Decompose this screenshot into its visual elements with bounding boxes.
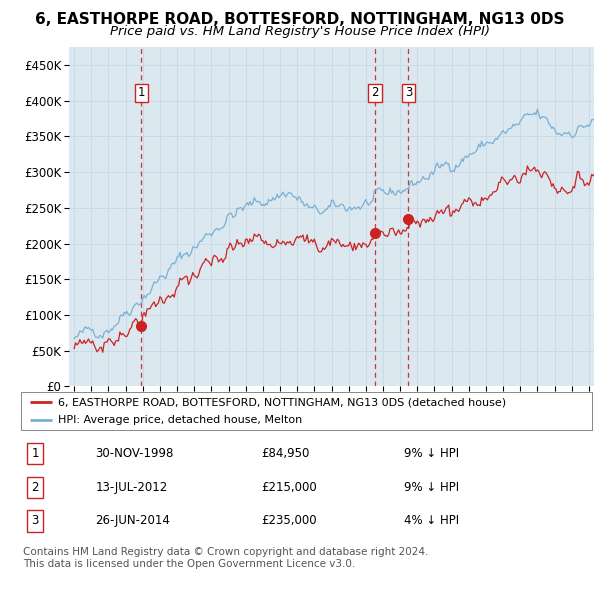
Text: HPI: Average price, detached house, Melton: HPI: Average price, detached house, Melt… xyxy=(58,415,302,425)
Text: 6, EASTHORPE ROAD, BOTTESFORD, NOTTINGHAM, NG13 0DS: 6, EASTHORPE ROAD, BOTTESFORD, NOTTINGHA… xyxy=(35,12,565,27)
Text: 4% ↓ HPI: 4% ↓ HPI xyxy=(404,514,459,527)
Text: 1: 1 xyxy=(32,447,39,460)
Text: 9% ↓ HPI: 9% ↓ HPI xyxy=(404,447,459,460)
Text: 1: 1 xyxy=(137,87,145,100)
Text: 13-JUL-2012: 13-JUL-2012 xyxy=(95,481,167,494)
Text: Price paid vs. HM Land Registry's House Price Index (HPI): Price paid vs. HM Land Registry's House … xyxy=(110,25,490,38)
Text: 3: 3 xyxy=(405,87,412,100)
Text: 30-NOV-1998: 30-NOV-1998 xyxy=(95,447,173,460)
Text: £84,950: £84,950 xyxy=(261,447,309,460)
Text: Contains HM Land Registry data © Crown copyright and database right 2024.
This d: Contains HM Land Registry data © Crown c… xyxy=(23,547,428,569)
Text: £215,000: £215,000 xyxy=(261,481,317,494)
Text: 2: 2 xyxy=(32,481,39,494)
Text: 26-JUN-2014: 26-JUN-2014 xyxy=(95,514,170,527)
Text: 2: 2 xyxy=(371,87,379,100)
Text: 3: 3 xyxy=(32,514,39,527)
Text: 6, EASTHORPE ROAD, BOTTESFORD, NOTTINGHAM, NG13 0DS (detached house): 6, EASTHORPE ROAD, BOTTESFORD, NOTTINGHA… xyxy=(58,398,506,407)
Text: 9% ↓ HPI: 9% ↓ HPI xyxy=(404,481,459,494)
Text: £235,000: £235,000 xyxy=(261,514,317,527)
